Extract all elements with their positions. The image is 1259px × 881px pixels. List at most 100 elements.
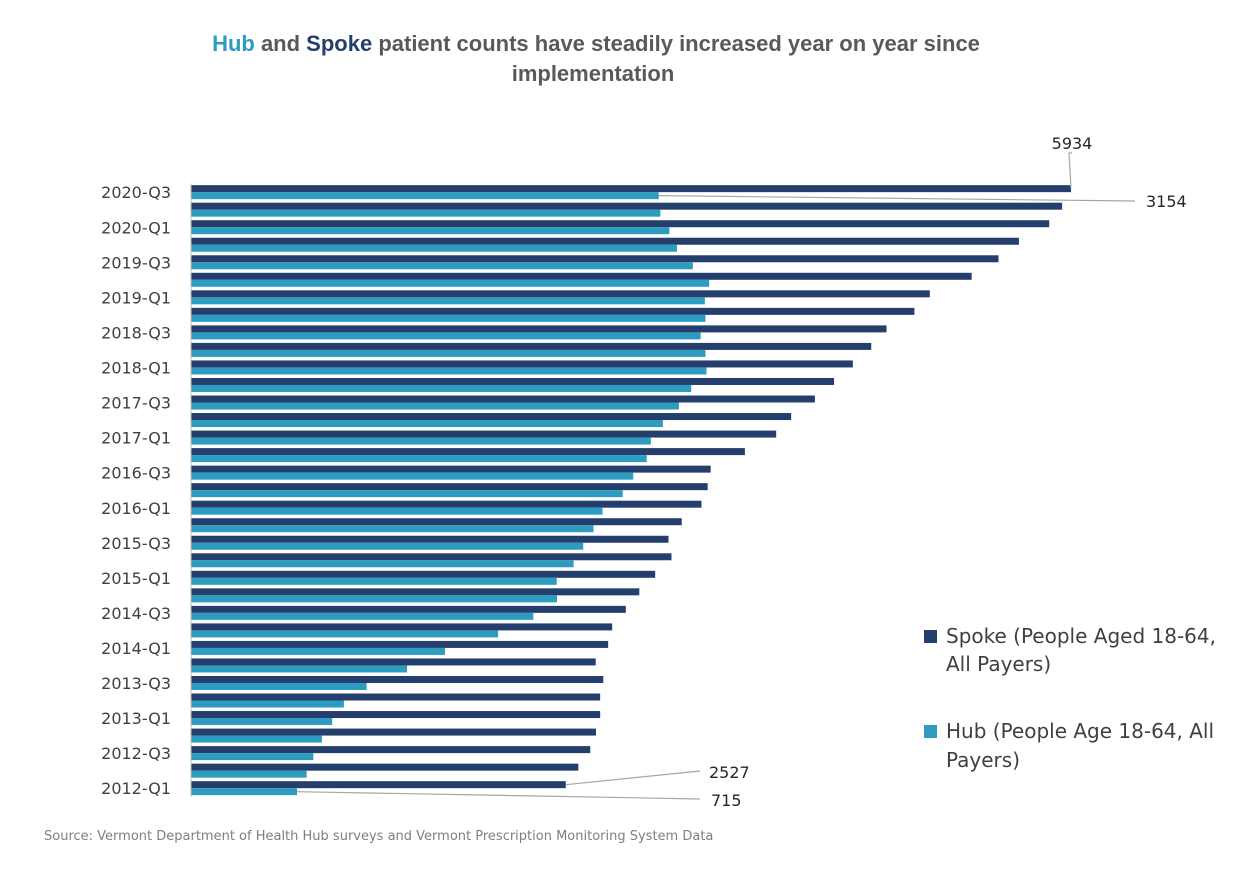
- data-label-hub-last: 3154: [1146, 192, 1187, 211]
- chart-legend: Spoke (People Aged 18-64, All Payers) Hub …: [924, 624, 1216, 772]
- spoke-bar-2017-Q4: [191, 377, 835, 385]
- tick-label-2019-Q3: 2019-Q3: [101, 253, 171, 272]
- hub-bar-2014-Q2: [191, 630, 499, 638]
- hub-bar-2012-Q1: [191, 788, 298, 796]
- tick-label-2013-Q3: 2013-Q3: [101, 674, 171, 693]
- spoke-bar-2019-Q3: [191, 255, 999, 263]
- hub-bar-2013-Q3: [191, 682, 367, 690]
- spoke-bar-2012-Q2: [191, 763, 579, 771]
- hub-bar-2019-Q4: [191, 244, 677, 252]
- hub-bar-2014-Q3: [191, 612, 534, 620]
- spoke-bar-2018-Q3: [191, 325, 887, 333]
- tick-label-2019-Q1: 2019-Q1: [101, 288, 171, 307]
- spoke-bar-2012-Q1: [191, 781, 566, 789]
- hub-bar-2019-Q1: [191, 297, 705, 305]
- spoke-bar-2016-Q4: [191, 448, 745, 456]
- spoke-bar-2013-Q1: [191, 711, 601, 719]
- hub-bar-2018-Q2: [191, 349, 706, 357]
- hub-bar-2017-Q3: [191, 402, 679, 410]
- spoke-bar-2015-Q1: [191, 570, 656, 578]
- hub-bar-2015-Q1: [191, 577, 557, 585]
- tick-label-2012-Q1: 2012-Q1: [101, 779, 171, 798]
- spoke-bar-2018-Q1: [191, 360, 853, 368]
- source-note: Source: Vermont Department of Health Hub…: [44, 829, 713, 844]
- spoke-bar-2015-Q2: [191, 553, 672, 561]
- spoke-bar-2016-Q3: [191, 465, 711, 473]
- hub-bar-2013-Q2: [191, 700, 344, 708]
- spoke-bar-2016-Q1: [191, 500, 702, 508]
- spoke-bar-2017-Q3: [191, 395, 815, 403]
- tick-label-2014-Q1: 2014-Q1: [101, 639, 171, 658]
- leader-spoke-last: [1068, 152, 1072, 189]
- leader-spoke-first: [565, 770, 701, 786]
- spoke-bar-2017-Q2: [191, 413, 792, 421]
- hub-bar-2016-Q4: [191, 455, 647, 463]
- tick-label-2018-Q3: 2018-Q3: [101, 323, 171, 342]
- spoke-bar-2015-Q3: [191, 535, 669, 543]
- data-label-spoke-last: 5934: [1052, 134, 1093, 153]
- hub-bar-2020-Q1: [191, 227, 670, 235]
- title-spoke-word: Spoke: [306, 31, 372, 56]
- spoke-bar-2014-Q2: [191, 623, 613, 631]
- hub-bar-2014-Q1: [191, 647, 446, 655]
- legend-swatch-spoke: [924, 630, 937, 643]
- legend-label-spoke-line2: All Payers): [946, 652, 1051, 676]
- spoke-bar-2012-Q4: [191, 728, 597, 736]
- hub-bar-2015-Q2: [191, 560, 574, 568]
- hub-bar-2018-Q3: [191, 332, 701, 340]
- bar-series: [191, 185, 1071, 796]
- leader-hub-last: [658, 195, 1136, 202]
- spoke-bar-2013-Q2: [191, 693, 601, 701]
- spoke-bar-2016-Q2: [191, 483, 708, 491]
- hub-bar-2016-Q2: [191, 490, 623, 498]
- spoke-bar-2015-Q4: [191, 518, 682, 526]
- spoke-bar-2014-Q4: [191, 588, 640, 596]
- data-label-spoke-first: 2527: [709, 763, 750, 782]
- hub-bar-2012-Q3: [191, 753, 314, 761]
- title-line-2: implementation: [512, 61, 675, 86]
- tick-label-2015-Q1: 2015-Q1: [101, 569, 171, 588]
- spoke-bar-2019-Q2: [191, 272, 972, 280]
- tick-label-2013-Q1: 2013-Q1: [101, 709, 171, 728]
- tick-label-2016-Q1: 2016-Q1: [101, 499, 171, 518]
- spoke-bar-2014-Q1: [191, 640, 609, 648]
- spoke-bar-2020-Q3: [191, 185, 1071, 193]
- spoke-bar-2019-Q1: [191, 290, 930, 298]
- spoke-bar-2014-Q3: [191, 605, 626, 613]
- hub-bar-2013-Q4: [191, 665, 408, 673]
- title-line-1: Hub and Spoke patient counts have steadi…: [212, 31, 980, 56]
- tick-label-2017-Q1: 2017-Q1: [101, 429, 171, 448]
- title-and-word: and: [255, 31, 306, 56]
- chart-title: Hub and Spoke patient counts have steadi…: [212, 31, 980, 86]
- hub-bar-2016-Q3: [191, 472, 634, 480]
- tick-label-2015-Q3: 2015-Q3: [101, 534, 171, 553]
- legend-label-hub-line1: Hub (People Age 18-64, All: [946, 719, 1214, 743]
- spoke-bar-2020-Q1: [191, 220, 1050, 228]
- spoke-bar-2013-Q4: [191, 658, 596, 666]
- hub-bar-2015-Q4: [191, 525, 594, 533]
- hub-bar-2013-Q1: [191, 718, 333, 726]
- spoke-bar-2019-Q4: [191, 237, 1019, 245]
- spoke-bar-2012-Q3: [191, 746, 591, 754]
- hub-bar-2012-Q4: [191, 735, 322, 743]
- hub-bar-2018-Q4: [191, 314, 706, 322]
- tick-label-2018-Q1: 2018-Q1: [101, 359, 171, 378]
- leader-hub-first: [297, 791, 701, 800]
- spoke-bar-2020-Q2: [191, 202, 1063, 210]
- title-hub-word: Hub: [212, 31, 255, 56]
- hub-bar-2015-Q3: [191, 542, 584, 550]
- spoke-bar-2013-Q3: [191, 675, 604, 683]
- legend-label-spoke-line1: Spoke (People Aged 18-64,: [946, 624, 1216, 648]
- data-labels: 5934 3154 2527 715: [709, 134, 1187, 810]
- hub-bar-2016-Q1: [191, 507, 603, 515]
- spoke-bar-2018-Q2: [191, 342, 872, 350]
- hub-bar-2018-Q1: [191, 367, 707, 375]
- tick-label-2020-Q1: 2020-Q1: [101, 218, 171, 237]
- title-rest: patient counts have steadily increased y…: [372, 31, 980, 56]
- spoke-bar-2018-Q4: [191, 307, 915, 315]
- tick-label-2016-Q3: 2016-Q3: [101, 464, 171, 483]
- hub-bar-2012-Q2: [191, 770, 307, 778]
- y-axis-tick-labels: 2012-Q1 2012-Q3 2013-Q1 2013-Q3 2014-Q1 2014-…: [101, 183, 171, 798]
- hub-bar-2014-Q4: [191, 595, 557, 603]
